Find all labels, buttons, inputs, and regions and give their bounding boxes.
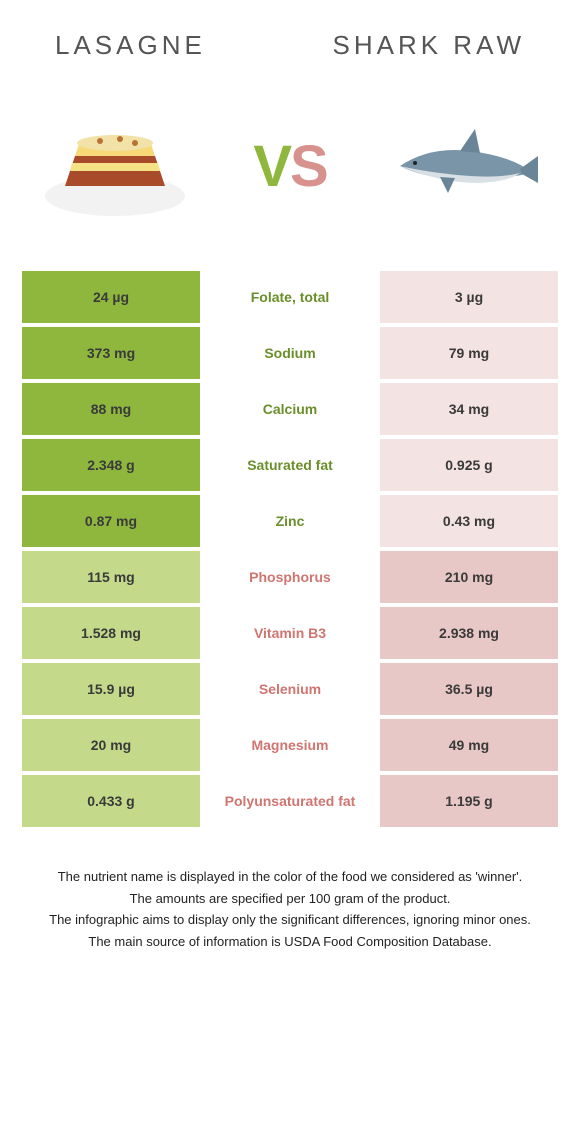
title-right: SHARK RAW [333, 30, 526, 61]
footer-note: The infographic aims to display only the… [30, 910, 550, 930]
cell-nutrient-name: Sodium [200, 327, 380, 379]
cell-left-value: 0.87 mg [22, 495, 200, 547]
cell-left-value: 2.348 g [22, 439, 200, 491]
cell-nutrient-name: Calcium [200, 383, 380, 435]
table-row: 2.348 gSaturated fat0.925 g [22, 439, 558, 491]
cell-right-value: 34 mg [380, 383, 558, 435]
cell-nutrient-name: Selenium [200, 663, 380, 715]
cell-left-value: 20 mg [22, 719, 200, 771]
cell-nutrient-name: Magnesium [200, 719, 380, 771]
cell-right-value: 0.43 mg [380, 495, 558, 547]
vs-s: S [290, 133, 327, 200]
table-row: 1.528 mgVitamin B32.938 mg [22, 607, 558, 659]
cell-right-value: 0.925 g [380, 439, 558, 491]
cell-left-value: 15.9 µg [22, 663, 200, 715]
table-row: 115 mgPhosphorus210 mg [22, 551, 558, 603]
table-row: 373 mgSodium79 mg [22, 327, 558, 379]
table-row: 15.9 µgSelenium36.5 µg [22, 663, 558, 715]
table-row: 88 mgCalcium34 mg [22, 383, 558, 435]
footer-note: The main source of information is USDA F… [30, 932, 550, 952]
vs-row: VS [0, 61, 580, 261]
cell-left-value: 1.528 mg [22, 607, 200, 659]
cell-left-value: 373 mg [22, 327, 200, 379]
table-row: 24 µgFolate, total3 µg [22, 271, 558, 323]
table-row: 0.87 mgZinc0.43 mg [22, 495, 558, 547]
cell-nutrient-name: Folate, total [200, 271, 380, 323]
cell-nutrient-name: Zinc [200, 495, 380, 547]
shark-icon [390, 121, 540, 211]
cell-right-value: 2.938 mg [380, 607, 558, 659]
table-row: 20 mgMagnesium49 mg [22, 719, 558, 771]
cell-left-value: 115 mg [22, 551, 200, 603]
title-left: LASAGNE [55, 30, 206, 61]
cell-nutrient-name: Polyunsaturated fat [200, 775, 380, 827]
lasagne-image [40, 111, 190, 221]
cell-right-value: 1.195 g [380, 775, 558, 827]
cell-left-value: 0.433 g [22, 775, 200, 827]
footer-note: The nutrient name is displayed in the co… [30, 867, 550, 887]
cell-left-value: 88 mg [22, 383, 200, 435]
cell-right-value: 36.5 µg [380, 663, 558, 715]
footer-notes: The nutrient name is displayed in the co… [30, 867, 550, 951]
footer-note: The amounts are specified per 100 gram o… [30, 889, 550, 909]
shark-image [390, 111, 540, 221]
cell-right-value: 210 mg [380, 551, 558, 603]
cell-nutrient-name: Vitamin B3 [200, 607, 380, 659]
header-titles: LASAGNE SHARK RAW [0, 0, 580, 61]
cell-nutrient-name: Saturated fat [200, 439, 380, 491]
vs-label: VS [253, 133, 326, 200]
cell-left-value: 24 µg [22, 271, 200, 323]
lasagne-icon [40, 111, 190, 221]
nutrient-table: 24 µgFolate, total3 µg373 mgSodium79 mg8… [22, 271, 558, 827]
cell-nutrient-name: Phosphorus [200, 551, 380, 603]
table-row: 0.433 gPolyunsaturated fat1.195 g [22, 775, 558, 827]
cell-right-value: 49 mg [380, 719, 558, 771]
vs-v: V [253, 133, 290, 200]
cell-right-value: 79 mg [380, 327, 558, 379]
cell-right-value: 3 µg [380, 271, 558, 323]
